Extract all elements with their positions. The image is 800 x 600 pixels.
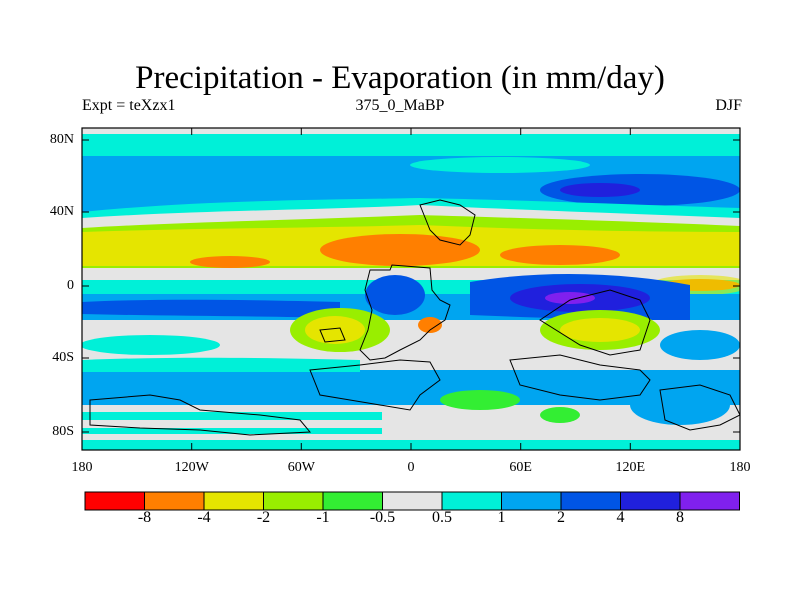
field-polar-cyan-1 — [82, 412, 382, 420]
colorbar-box-6 — [382, 491, 443, 511]
experiment-label: Expt = teXzx1 — [82, 97, 176, 114]
colorbar-label-9: 4 — [616, 509, 625, 526]
field-polar-cyan-2 — [82, 428, 382, 434]
coast-polar-west — [89, 394, 312, 436]
time-period-label: 375_0_MaBP — [355, 97, 445, 114]
field-sh-blue-east — [660, 330, 740, 360]
coast-east-landmass — [539, 289, 651, 356]
lon-label-120e: 120E — [615, 460, 646, 475]
lon-label-120w: 120W — [174, 460, 209, 475]
season-label: DJF — [715, 97, 742, 114]
lon-label-60w: 60W — [287, 460, 315, 475]
lon-label-180-west: 180 — [71, 460, 93, 475]
field-dry-orange-west — [320, 234, 480, 266]
field-polar-blue — [630, 385, 730, 425]
colorbar-box-3 — [203, 491, 264, 511]
lon-tick-marks — [81, 128, 741, 450]
colorbar-box-5 — [322, 491, 383, 511]
map-title: Precipitation - Evaporation (in mm/day) — [135, 60, 665, 96]
field-itcz-purple — [545, 292, 595, 304]
colorbar-box-2 — [144, 491, 205, 511]
coast-island — [319, 327, 346, 343]
coast-continent-central — [359, 264, 451, 361]
coast-southeast — [659, 384, 740, 431]
field-dry-orange-east — [500, 245, 620, 265]
field-np-darkblue — [560, 183, 640, 197]
colorbar-box-4 — [263, 491, 324, 511]
lat-label-80s: 80S — [52, 424, 74, 439]
lat-label-40n: 40N — [49, 204, 74, 219]
colorbar-label-4: -1 — [316, 509, 330, 526]
field-np-cyan — [410, 157, 590, 173]
lat-label-80n: 80N — [49, 132, 74, 147]
coastlines — [89, 199, 740, 436]
colorbar-box-7 — [441, 491, 502, 511]
colorbar-box-11 — [679, 491, 740, 511]
lat-label-0: 0 — [67, 278, 74, 293]
colorbar-label-5: -0.5 — [369, 509, 396, 526]
colorbar — [84, 491, 740, 511]
colorbar-label-8: 2 — [557, 509, 565, 526]
field-continent-wet — [365, 275, 425, 315]
field-sh-yellow-east — [560, 318, 640, 342]
coast-south-central — [309, 359, 441, 411]
field-polar-green-2 — [540, 407, 580, 423]
colorbar-label-1: -8 — [137, 509, 152, 526]
coast-south-east — [509, 354, 651, 401]
field-sh-orange — [418, 317, 442, 333]
colorbar-label-3: -2 — [256, 509, 271, 526]
colorbar-box-9 — [560, 491, 621, 511]
field-storm-cyan — [82, 357, 360, 372]
lat-tick-marks — [82, 139, 740, 433]
field-sh-yellow-west — [305, 316, 365, 344]
field-polar-green-1 — [440, 390, 520, 410]
colorbar-box-1 — [84, 491, 145, 511]
colorbar-label-7: 1 — [497, 509, 506, 526]
coast-north-landmass — [419, 199, 476, 246]
field-sh-cyan — [82, 335, 220, 355]
colorbar-label-6: 0.5 — [432, 509, 452, 526]
field-itcz-blue-west — [82, 299, 340, 318]
lat-label-40s: 40S — [52, 350, 74, 365]
colorbar-label-10: 8 — [676, 509, 684, 526]
colorbar-box-10 — [620, 491, 681, 511]
lon-label-180-east: 180 — [729, 460, 751, 475]
colorbar-label-2: -4 — [197, 509, 211, 526]
lon-label-0: 0 — [407, 460, 415, 475]
lon-label-60e: 60E — [509, 460, 532, 475]
field-dry-orange-pacific — [190, 256, 270, 268]
colorbar-box-8 — [501, 491, 562, 511]
